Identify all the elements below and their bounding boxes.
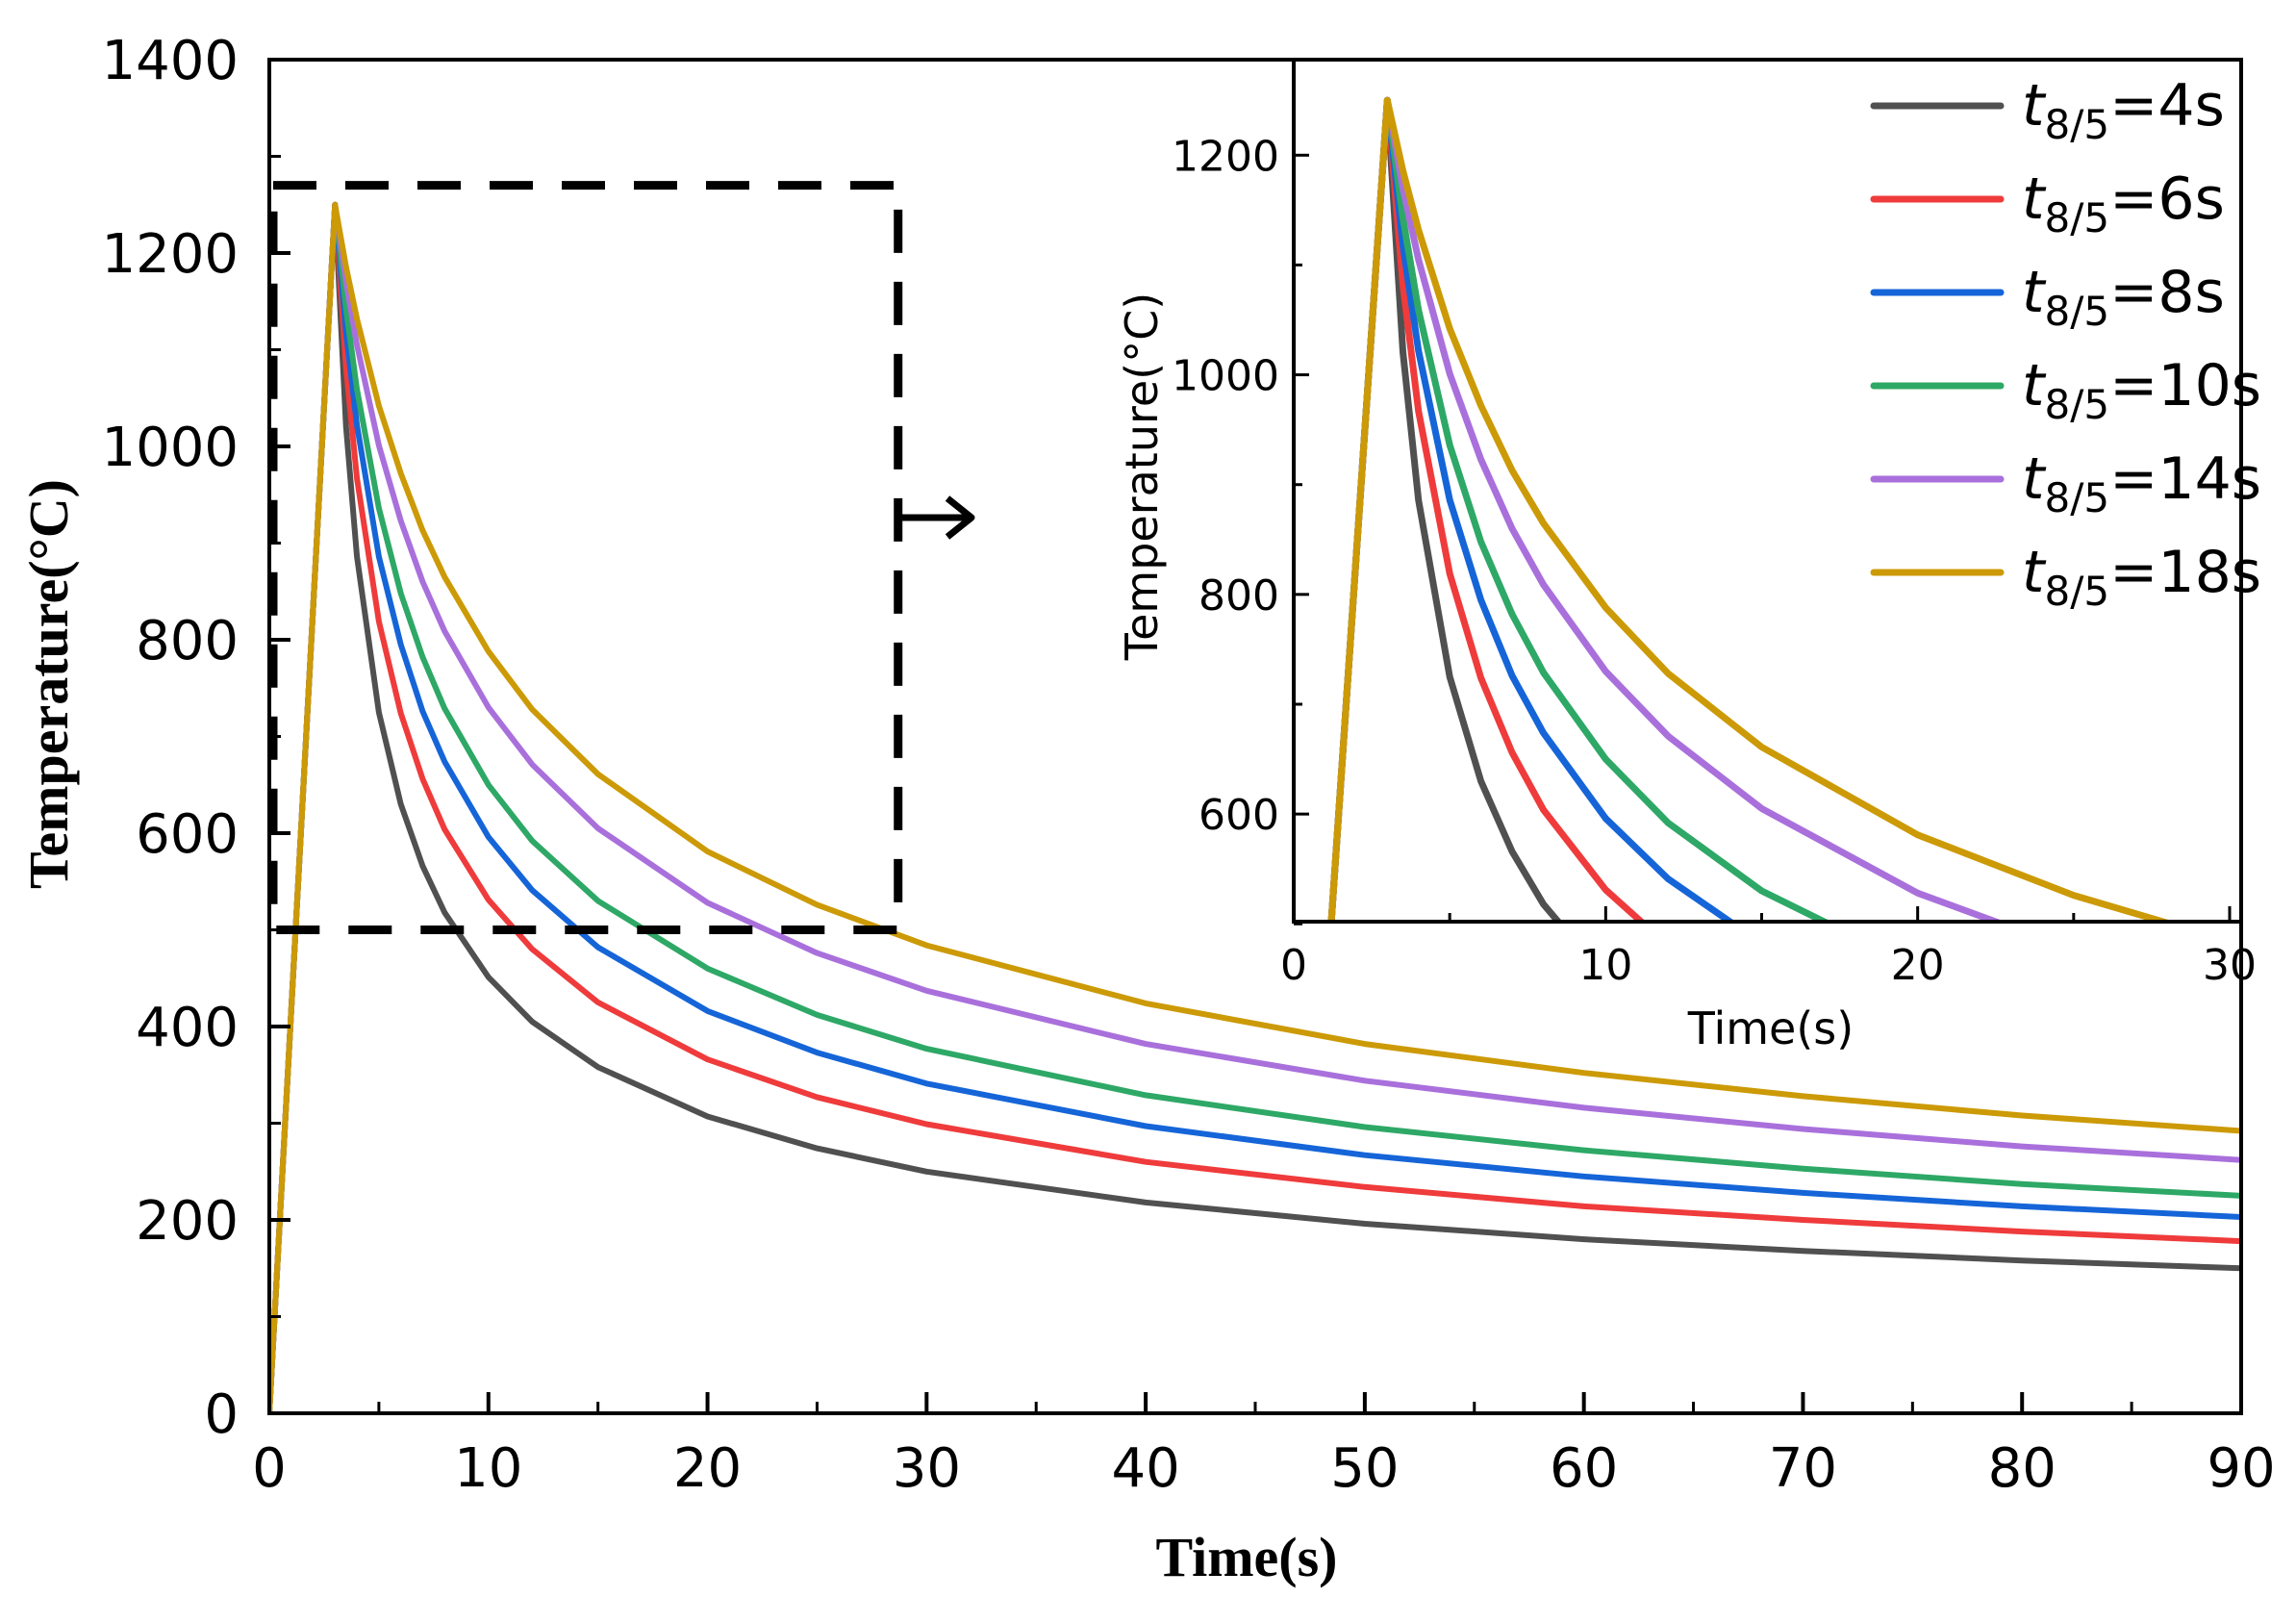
x-tick-label: 10: [454, 1437, 522, 1500]
inset-y-tick-label: 800: [1198, 571, 1279, 621]
y-tick-label: 800: [136, 610, 239, 672]
inset-series-line-4: [1327, 96, 2006, 922]
series-line-3: [269, 201, 2241, 1413]
inset-y-tick-label: 1000: [1172, 352, 1279, 401]
x-tick-label: 50: [1330, 1437, 1399, 1500]
legend-label: t8/5=14s: [2022, 445, 2261, 521]
inset-frame: [1292, 58, 2243, 924]
x-tick-label: 30: [893, 1437, 961, 1500]
y-tick-label: 1200: [101, 223, 239, 286]
y-tick-label: 1400: [101, 30, 239, 92]
legend-item: t8/5=14s: [1870, 445, 2261, 521]
legend-label: t8/5=8s: [2022, 259, 2225, 335]
inset-x-tick-label: 30: [2203, 941, 2257, 990]
inset-plot: 0 10 20 30 600 800 1000 1200: [1172, 58, 2257, 990]
y-tick-label: 200: [136, 1190, 239, 1253]
y-axis-title: Temperature(°C): [17, 479, 80, 889]
x-tick-label: 80: [1988, 1437, 2056, 1500]
main-curves: [269, 201, 2241, 1413]
series-line-1: [269, 201, 2241, 1413]
y-tick-label: 400: [136, 997, 239, 1059]
x-tick-label: 60: [1550, 1437, 1618, 1500]
legend-label: t8/5=6s: [2022, 165, 2225, 241]
x-axis-title: Time(s): [1155, 1526, 1337, 1588]
legend-item: t8/5=10s: [1870, 352, 2261, 428]
legend-item: t8/5=4s: [1870, 72, 2225, 148]
x-tick-label: 90: [2207, 1437, 2275, 1500]
inset-y-axis-title: Temperature(°C): [1116, 292, 1168, 661]
legend-item: t8/5=18s: [1870, 539, 2261, 615]
inset-y-tick-label: 1200: [1172, 132, 1279, 181]
x-tick-label: 0: [252, 1437, 287, 1500]
inset-series-line-3: [1327, 96, 1832, 922]
legend-label: t8/5=18s: [2022, 539, 2261, 615]
series-line-2: [269, 201, 2241, 1413]
series-line-0: [269, 201, 2241, 1413]
inset-series-line-0: [1327, 96, 1563, 922]
y-tick-label: 1000: [101, 417, 239, 479]
arrow-head: [945, 495, 975, 540]
inset-background: [1294, 60, 2241, 922]
inset-x-tick-label: 20: [1891, 941, 1945, 990]
inset-x-tick-label: 0: [1280, 941, 1307, 990]
legend-label: t8/5=4s: [2022, 72, 2225, 148]
zoom-box-dashed-outline: [268, 181, 903, 934]
legend-item: t8/5=6s: [1870, 165, 2225, 241]
zoom-region-box: [268, 181, 975, 934]
x-tick-label: 40: [1111, 1437, 1179, 1500]
inset-y-tick-label: 600: [1198, 791, 1279, 840]
main-plot-area: 0 10 20 30 40 50 60 70 80 90020040060080010001200…: [101, 30, 2275, 1500]
inset-series-line-1: [1327, 96, 1647, 922]
legend-label: t8/5=10s: [2022, 352, 2261, 428]
inset-curves: [1327, 96, 2175, 922]
inset-x-axis-title: Time(s): [1687, 1002, 1854, 1054]
legend-item: t8/5=8s: [1870, 259, 2225, 335]
series-line-5: [269, 201, 2241, 1413]
inset-series-line-5: [1327, 96, 2175, 922]
y-tick-label: 600: [136, 803, 239, 866]
x-tick-label: 20: [673, 1437, 742, 1500]
series-line-4: [269, 201, 2241, 1413]
inset-series-line-2: [1327, 96, 1736, 922]
legend: t8/5=4s t8/5=6s t8/5=8s t8/5=10s t8/5=14s t8/…: [1870, 72, 2261, 615]
y-tick-label: 0: [204, 1383, 239, 1446]
inset-x-tick-label: 10: [1578, 941, 1632, 990]
x-tick-label: 70: [1769, 1437, 1837, 1500]
